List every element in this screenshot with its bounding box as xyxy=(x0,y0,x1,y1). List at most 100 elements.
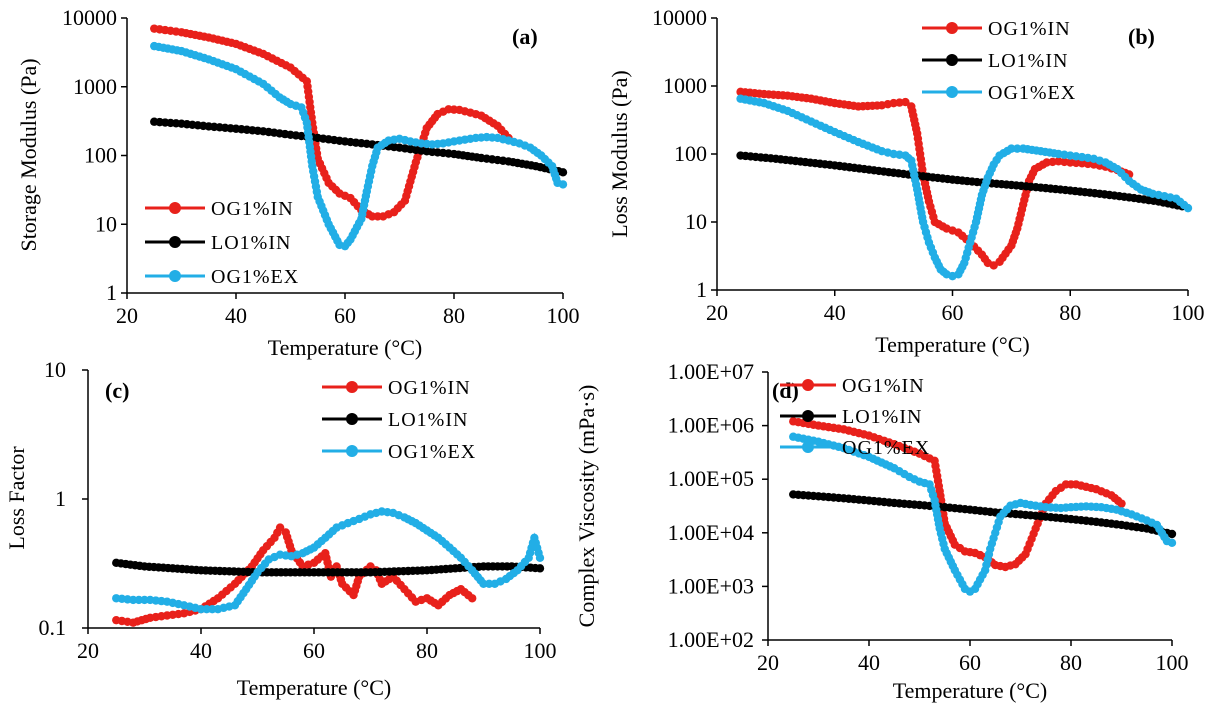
legend-label: LO1%IN xyxy=(211,232,291,254)
x-tick-label: 80 xyxy=(443,303,465,328)
panel-label: (a) xyxy=(512,24,538,49)
y-tick-label: 1.00E+07 xyxy=(668,359,754,384)
legend-marker xyxy=(346,445,358,457)
series-og1pctex xyxy=(150,41,568,251)
x-tick-label: 60 xyxy=(942,300,964,325)
y-tick-label: 1 xyxy=(106,280,117,305)
x-tick-label: 40 xyxy=(858,650,880,675)
legend: OG1%IN LO1%IN OG1%EX xyxy=(145,198,299,288)
legend-marker xyxy=(802,441,814,453)
y-tick-label: 10 xyxy=(44,357,66,382)
x-axis-title: Temperature (°C) xyxy=(875,332,1029,357)
legend-label: OG1%EX xyxy=(988,82,1076,104)
legend-label: OG1%EX xyxy=(211,266,299,288)
y-tick-label: 100 xyxy=(84,143,117,168)
data-point xyxy=(275,523,285,532)
legend-marker xyxy=(346,413,358,425)
y-tick-label: 1000 xyxy=(73,74,117,99)
y-tick-label: 1.00E+02 xyxy=(668,627,754,652)
series-og1pctin xyxy=(112,523,477,627)
y-tick-label: 1 xyxy=(696,277,707,302)
x-tick-label: 20 xyxy=(757,650,779,675)
legend-marker xyxy=(946,86,958,98)
y-tick-label: 1.00E+03 xyxy=(668,573,754,598)
y-axis-title: Loss Modulus (Pa) xyxy=(607,70,632,237)
series-og1pctex xyxy=(112,507,545,614)
series-lo1pctin xyxy=(736,151,1187,211)
x-tick-label: 40 xyxy=(225,303,247,328)
y-tick-label: 1.00E+06 xyxy=(668,413,754,438)
x-tick-label: 100 xyxy=(547,303,580,328)
legend-marker xyxy=(802,379,814,391)
legend-label: OG1%EX xyxy=(388,441,476,463)
legend-label: OG1%IN xyxy=(211,198,294,220)
x-tick-label: 80 xyxy=(1060,650,1082,675)
data-point xyxy=(1167,529,1177,539)
y-tick-label: 10000 xyxy=(652,5,707,30)
y-axis-title: Loss Factor xyxy=(4,446,29,550)
legend-label: LO1%IN xyxy=(842,406,922,428)
panel-1: 1 10 100 1000 10000 20 40 60 80 100 Temperature (°… xyxy=(16,5,580,360)
x-tick-label: 60 xyxy=(334,303,356,328)
data-point xyxy=(1183,203,1193,213)
panel-2: 1 10 100 1000 10000 20 40 60 80 100 Temperature (°… xyxy=(607,5,1205,357)
legend-label: LO1%IN xyxy=(388,409,468,431)
series-line xyxy=(740,97,1189,278)
data-point xyxy=(535,553,545,563)
legend: OG1%IN LO1%IN OG1%EX xyxy=(322,377,476,463)
panel-label: (d) xyxy=(772,378,799,403)
panel-3: 0.1 1 10 20 40 60 80 100 Temperature (°C) Loss Fa… xyxy=(4,357,557,700)
x-tick-label: 20 xyxy=(116,303,138,328)
x-tick-label: 100 xyxy=(1172,300,1205,325)
data-point xyxy=(1117,499,1126,508)
panel-label: (b) xyxy=(1128,24,1155,49)
y-tick-label: 10 xyxy=(95,211,117,236)
x-tick-label: 20 xyxy=(706,300,728,325)
data-point xyxy=(535,564,545,573)
x-tick-label: 40 xyxy=(190,638,212,663)
legend-marker xyxy=(802,410,814,422)
series-og1pctex xyxy=(789,432,1177,596)
series-og1pctex xyxy=(736,94,1193,281)
y-tick-label: 1 xyxy=(55,486,66,511)
x-tick-label: 20 xyxy=(77,638,99,663)
legend-marker xyxy=(169,202,181,214)
legend-label: OG1%IN xyxy=(388,377,471,399)
data-point xyxy=(558,168,568,177)
panel-label: (c) xyxy=(105,378,129,403)
data-point xyxy=(1007,144,1016,153)
data-point xyxy=(1013,144,1022,153)
legend-marker xyxy=(169,270,181,282)
y-tick-label: 10 xyxy=(685,209,707,234)
x-tick-label: 80 xyxy=(1059,300,1081,325)
legend-label: OG1%IN xyxy=(988,18,1071,40)
legend-label: OG1%EX xyxy=(842,437,930,459)
legend-marker xyxy=(346,381,358,393)
y-axis-title: Complex Viscosity (mPa·s) xyxy=(574,385,599,628)
y-tick-label: 1000 xyxy=(663,73,707,98)
x-tick-label: 40 xyxy=(824,300,846,325)
legend: OG1%IN LO1%IN OG1%EX xyxy=(780,375,930,459)
y-tick-label: 1.00E+05 xyxy=(668,466,754,491)
legend-marker xyxy=(169,236,181,248)
x-axis-title: Temperature (°C) xyxy=(237,675,391,700)
x-tick-label: 100 xyxy=(1156,650,1189,675)
x-tick-label: 60 xyxy=(303,638,325,663)
y-axis-title: Storage Modulus (Pa) xyxy=(16,58,41,251)
data-point xyxy=(1167,538,1177,548)
x-tick-label: 100 xyxy=(524,638,557,663)
y-tick-label: 10000 xyxy=(62,5,117,30)
legend-label: OG1%IN xyxy=(842,375,925,397)
legend-marker xyxy=(946,54,958,66)
data-point xyxy=(558,180,568,189)
y-tick-label: 100 xyxy=(674,141,707,166)
legend: OG1%IN LO1%IN OG1%EX xyxy=(922,18,1076,104)
y-tick-label: 1.00E+04 xyxy=(668,520,754,545)
x-axis-title: Temperature (°C) xyxy=(893,678,1047,703)
x-axis-title: Temperature (°C) xyxy=(268,335,422,360)
panel-4: 1.00E+02 1.00E+03 1.00E+04 1.00E+05 1.00E+06… xyxy=(574,359,1189,703)
legend-label: LO1%IN xyxy=(988,50,1068,72)
series-lo1pctin xyxy=(150,117,568,177)
y-tick-label: 0.1 xyxy=(39,615,67,640)
